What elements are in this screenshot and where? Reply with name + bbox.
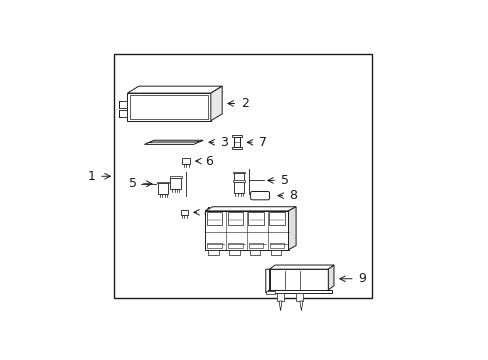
Polygon shape (299, 301, 302, 311)
Bar (170, 177, 181, 189)
Bar (119, 110, 127, 117)
Text: 4: 4 (203, 206, 211, 219)
Text: 2: 2 (241, 97, 248, 110)
Text: 7: 7 (258, 136, 266, 149)
Bar (233, 174, 244, 185)
Bar (296, 293, 302, 301)
Bar (232, 135, 241, 138)
Polygon shape (130, 95, 207, 118)
Bar (158, 183, 168, 194)
FancyBboxPatch shape (250, 192, 269, 200)
Bar (229, 250, 239, 255)
Bar (269, 212, 285, 225)
Bar (119, 102, 127, 108)
Polygon shape (127, 93, 210, 121)
Bar (169, 176, 181, 177)
Text: 5: 5 (280, 174, 288, 187)
Bar (248, 212, 264, 225)
Text: 8: 8 (289, 189, 297, 202)
Polygon shape (127, 86, 222, 93)
Text: 5: 5 (129, 177, 137, 190)
Bar (157, 181, 169, 183)
Bar (180, 210, 188, 215)
Bar (232, 180, 244, 182)
Bar (249, 250, 260, 255)
Polygon shape (288, 207, 296, 250)
Bar (270, 250, 281, 255)
Polygon shape (147, 141, 202, 143)
Bar (208, 250, 218, 255)
Bar (227, 212, 243, 225)
Bar (233, 182, 244, 193)
Polygon shape (265, 290, 331, 293)
Bar (227, 243, 242, 248)
Bar (269, 243, 284, 248)
Bar (248, 243, 263, 248)
Text: 1: 1 (87, 170, 95, 183)
Polygon shape (269, 265, 333, 269)
Text: 9: 9 (358, 272, 366, 285)
Polygon shape (279, 301, 282, 311)
Bar (205, 211, 288, 250)
Bar (277, 293, 284, 301)
Polygon shape (327, 265, 333, 290)
Text: 6: 6 (205, 154, 213, 167)
Bar (207, 243, 222, 248)
Bar (232, 147, 241, 149)
Polygon shape (265, 269, 269, 293)
Polygon shape (210, 86, 222, 121)
Bar (265, 291, 275, 294)
Bar (232, 172, 244, 174)
Polygon shape (144, 140, 203, 144)
Text: 3: 3 (220, 136, 228, 149)
Bar (269, 269, 327, 290)
Bar (182, 158, 189, 164)
Bar (114, 54, 371, 298)
Polygon shape (205, 207, 296, 211)
Bar (206, 212, 222, 225)
Bar (233, 138, 240, 147)
